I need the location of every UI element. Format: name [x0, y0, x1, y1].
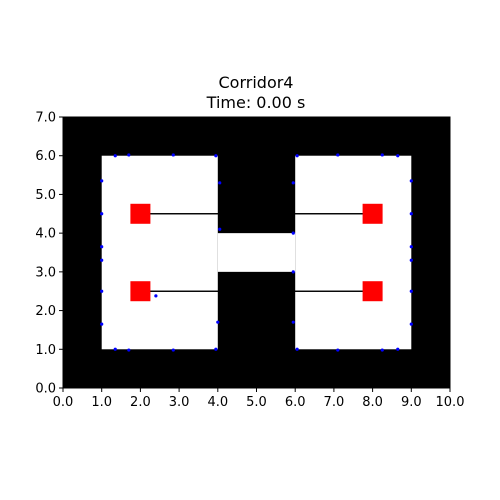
sensor-point-4	[295, 154, 299, 158]
x-tick-label-0: 0.0	[53, 395, 74, 410]
sensor-point-14	[218, 181, 222, 185]
y-tick-label-3: 3.0	[35, 265, 56, 280]
sensor-point-21	[409, 179, 413, 183]
sensor-point-9	[100, 212, 104, 216]
x-tick-label-5: 5.0	[246, 395, 267, 410]
y-tick-label-1: 1.0	[35, 343, 56, 358]
x-tick-label-6: 6.0	[285, 395, 306, 410]
sensor-point-12	[100, 289, 104, 293]
sensor-point-18	[291, 231, 295, 235]
sensor-point-25	[409, 289, 413, 293]
y-tick-label-6: 6.0	[35, 149, 56, 164]
sensor-point-27	[113, 347, 117, 351]
sensor-point-22	[409, 212, 413, 216]
free-space-region-1	[295, 155, 412, 350]
sensor-point-11	[100, 258, 104, 262]
robot-marker-3	[362, 281, 383, 302]
y-tick-label-5: 5.0	[35, 188, 56, 203]
sensor-point-24	[409, 258, 413, 262]
sensor-point-6	[380, 153, 384, 157]
chart-subtitle: Time: 0.00 s	[206, 93, 306, 112]
x-tick-label-7: 7.0	[324, 395, 345, 410]
x-tick-label-4: 4.0	[207, 395, 228, 410]
y-tick-label-0: 0.0	[35, 382, 56, 397]
sensor-point-26	[409, 322, 413, 326]
free-space-region-2	[217, 233, 296, 272]
sensor-point-15	[218, 227, 222, 231]
robot-marker-2	[362, 203, 383, 224]
sensor-point-19	[291, 270, 295, 274]
x-tick-label-10: 10.0	[436, 395, 465, 410]
plot-area	[63, 117, 450, 388]
sensor-point-1	[127, 153, 131, 157]
sensor-point-35	[154, 294, 158, 298]
chart-title: Corridor4	[219, 73, 294, 92]
sensor-point-10	[100, 245, 104, 249]
x-tick-label-8: 8.0	[362, 395, 383, 410]
axes: 0.0 1.0 2.0 3.0 4.0 5.0 6.0 7.0 8.0 9.0 10.0 0.0 1.0…	[35, 111, 464, 411]
robot-marker-1	[130, 281, 151, 302]
sensor-point-16	[216, 320, 220, 324]
x-tick-label-3: 3.0	[169, 395, 190, 410]
sensor-point-3	[214, 154, 218, 158]
sensor-point-34	[396, 347, 400, 351]
x-tick-label-1: 1.0	[91, 395, 112, 410]
sensor-point-20	[291, 320, 295, 324]
robot-marker-0	[130, 203, 151, 224]
y-tick-label-2: 2.0	[35, 304, 56, 319]
sensor-point-5	[336, 153, 340, 157]
sensor-point-0	[113, 154, 117, 158]
sensor-point-28	[127, 348, 131, 352]
sensor-point-2	[171, 153, 175, 157]
sensor-point-30	[214, 347, 218, 351]
free-space-region-0	[101, 155, 218, 350]
y-tick-label-7: 7.0	[35, 111, 56, 126]
sensor-point-33	[380, 348, 384, 352]
x-tick-label-9: 9.0	[401, 395, 422, 410]
sensor-point-7	[396, 154, 400, 158]
sensor-point-32	[336, 348, 340, 352]
sensor-point-13	[100, 322, 104, 326]
y-tick-label-4: 4.0	[35, 227, 56, 242]
sensor-point-29	[171, 348, 175, 352]
sensor-point-31	[295, 347, 299, 351]
sensor-point-23	[409, 245, 413, 249]
sensor-point-17	[291, 181, 295, 185]
x-tick-label-2: 2.0	[130, 395, 151, 410]
sensor-point-8	[100, 179, 104, 183]
